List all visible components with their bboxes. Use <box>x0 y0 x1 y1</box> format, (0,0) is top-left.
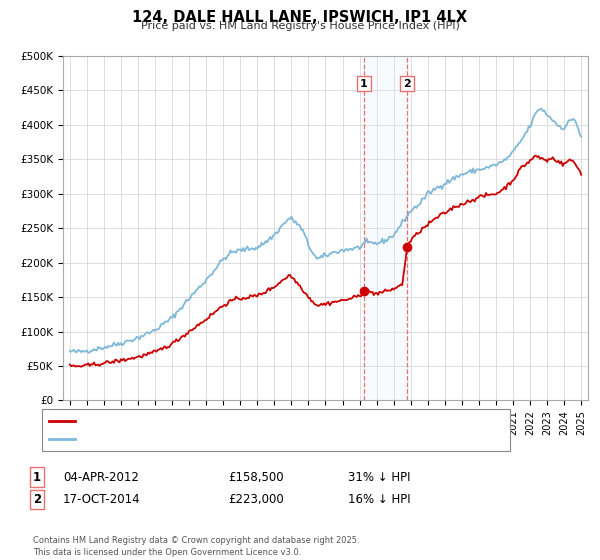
Text: 31% ↓ HPI: 31% ↓ HPI <box>348 470 410 484</box>
Text: 2: 2 <box>403 78 411 88</box>
Bar <box>364 56 407 400</box>
Text: 124, DALE HALL LANE, IPSWICH, IP1 4LX (detached house): 124, DALE HALL LANE, IPSWICH, IP1 4LX (d… <box>79 416 384 426</box>
Text: 1: 1 <box>33 470 41 484</box>
Text: £223,000: £223,000 <box>228 493 284 506</box>
Text: 17-OCT-2014: 17-OCT-2014 <box>63 493 140 506</box>
Text: Price paid vs. HM Land Registry's House Price Index (HPI): Price paid vs. HM Land Registry's House … <box>140 21 460 31</box>
Text: 124, DALE HALL LANE, IPSWICH, IP1 4LX: 124, DALE HALL LANE, IPSWICH, IP1 4LX <box>133 10 467 25</box>
Text: £158,500: £158,500 <box>228 470 284 484</box>
Text: HPI: Average price, detached house, Ipswich: HPI: Average price, detached house, Ipsw… <box>79 434 311 444</box>
Text: 2: 2 <box>33 493 41 506</box>
Text: Contains HM Land Registry data © Crown copyright and database right 2025.
This d: Contains HM Land Registry data © Crown c… <box>33 536 359 557</box>
Text: 04-APR-2012: 04-APR-2012 <box>63 470 139 484</box>
Text: 1: 1 <box>360 78 368 88</box>
Text: 16% ↓ HPI: 16% ↓ HPI <box>348 493 410 506</box>
